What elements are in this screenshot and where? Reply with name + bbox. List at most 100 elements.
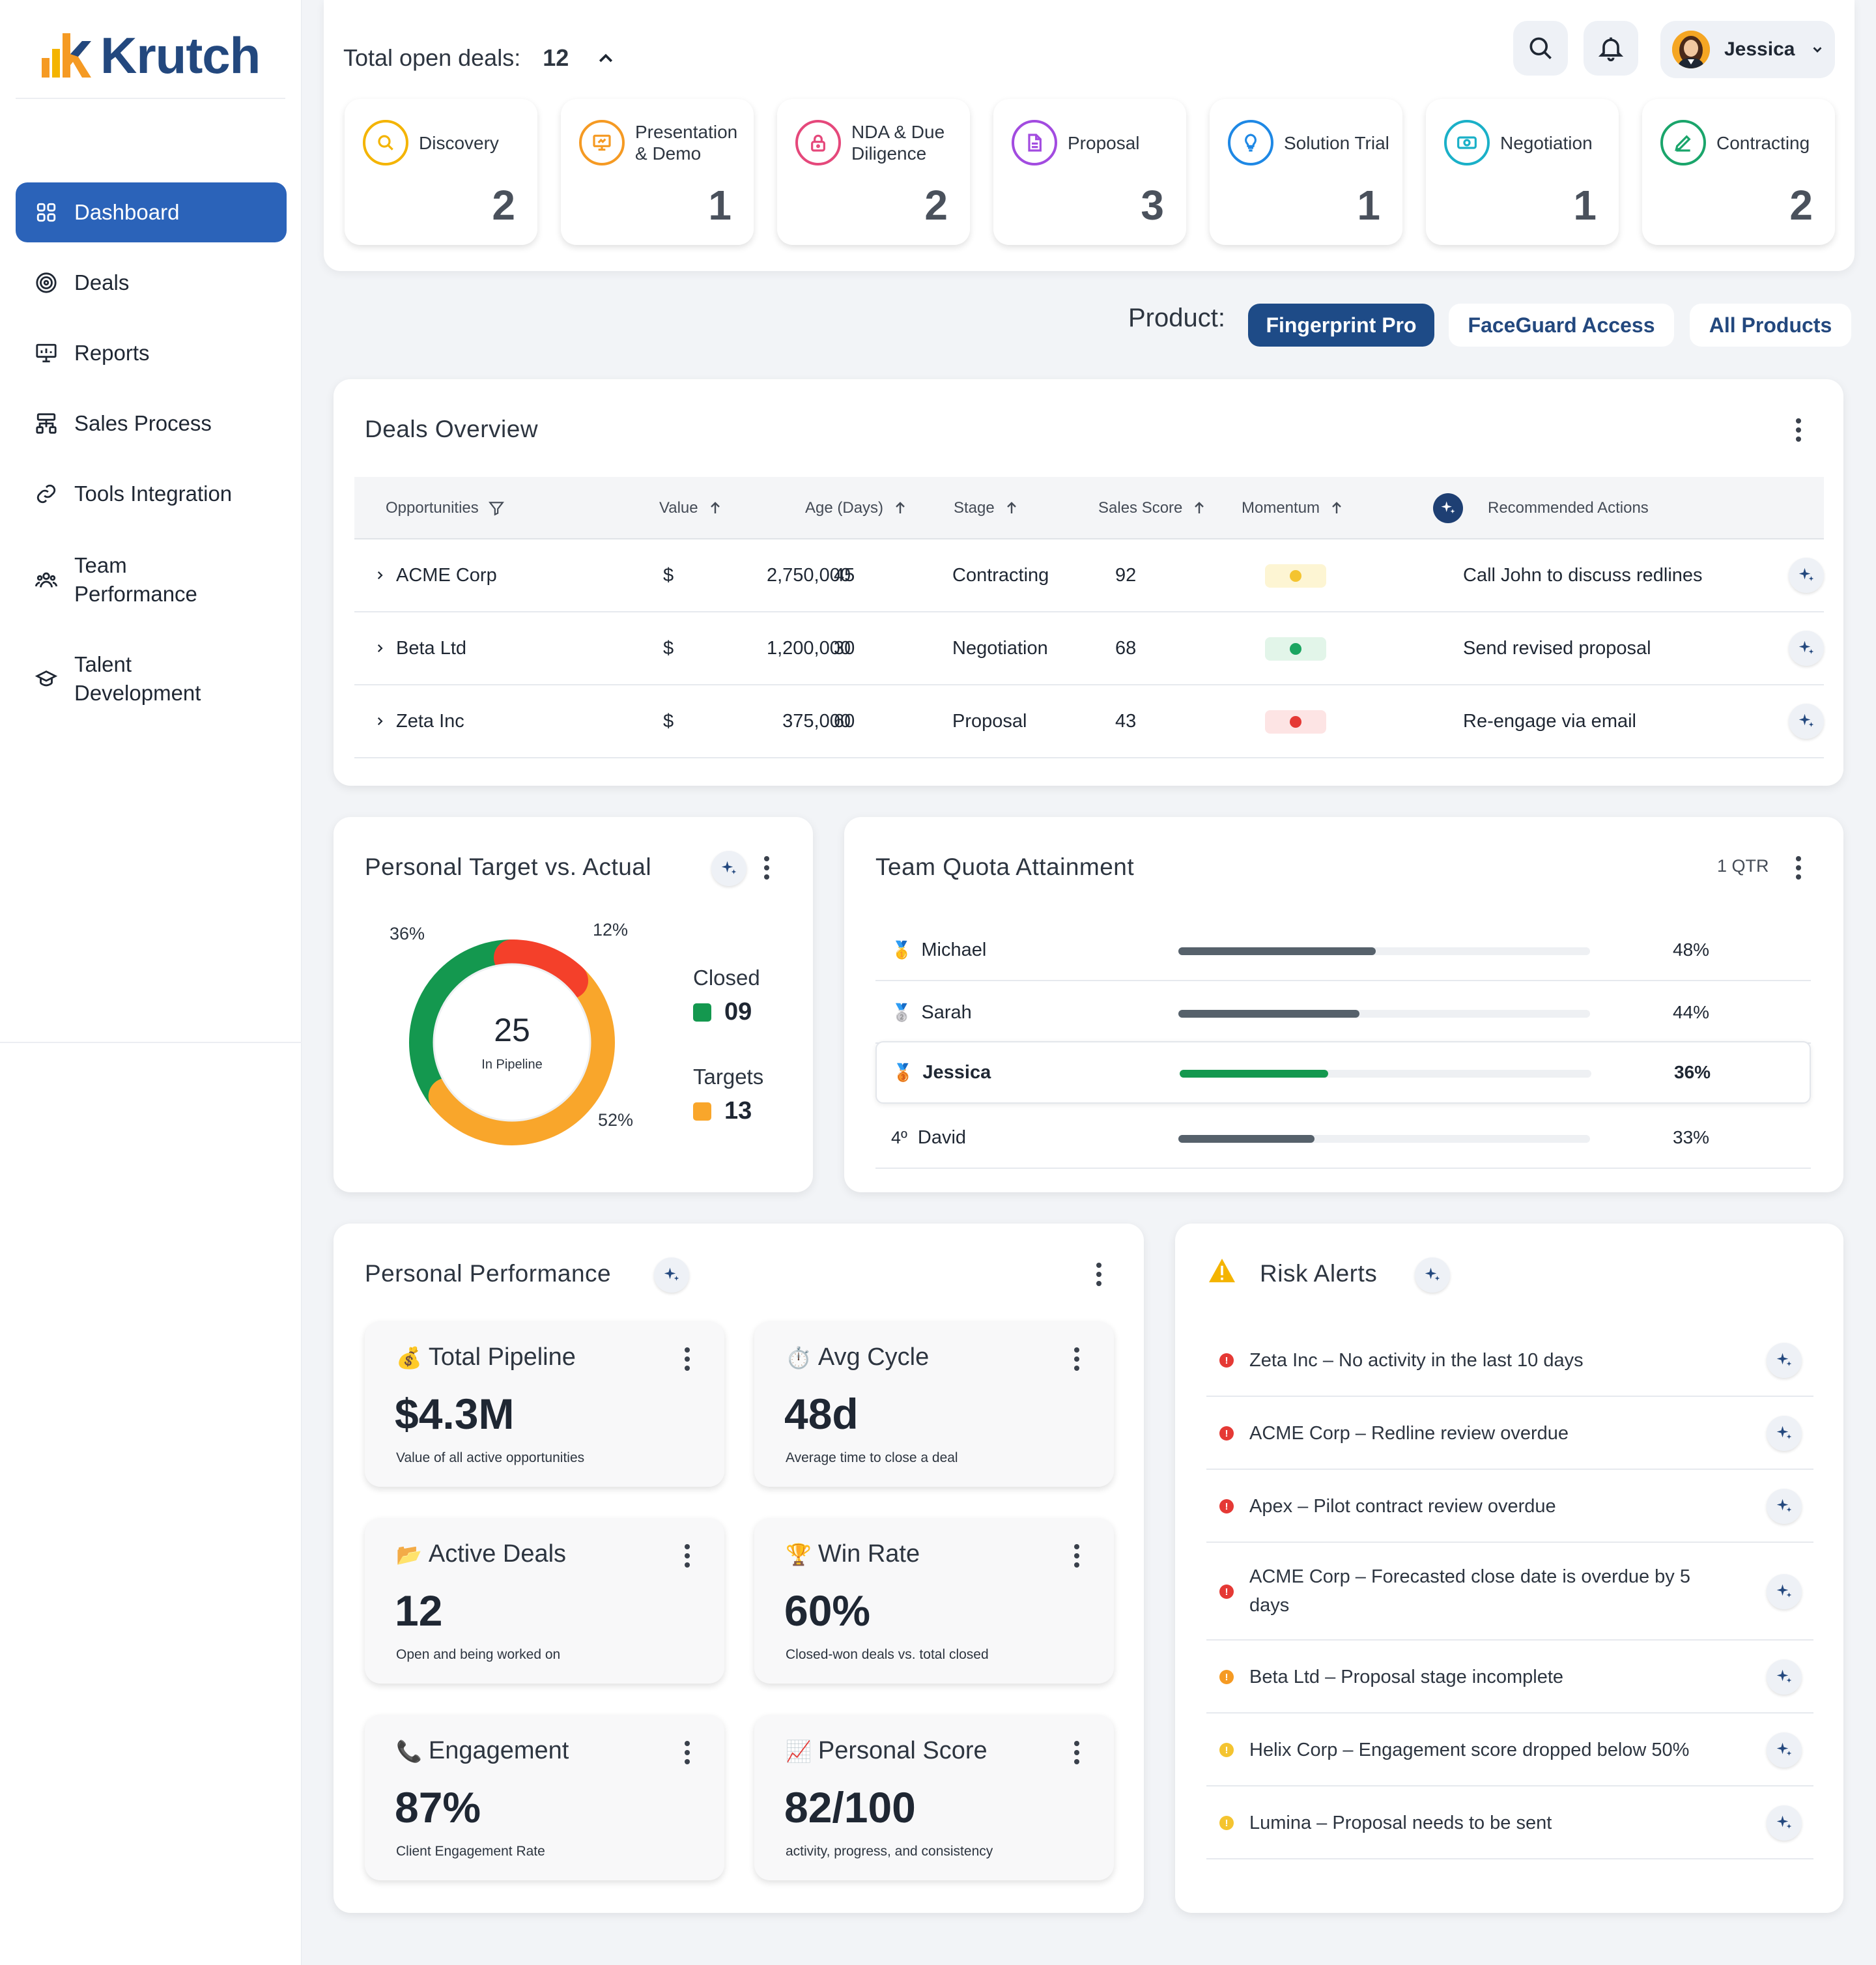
more-options-icon[interactable] — [684, 1741, 690, 1768]
sort-arrow-up-icon[interactable] — [1329, 500, 1344, 516]
risk-alert-item[interactable]: ! ACME Corp – Redline review overdue — [1206, 1397, 1813, 1470]
more-options-icon[interactable] — [1795, 856, 1802, 883]
sidebar-item-tools-integration[interactable]: Tools Integration — [16, 464, 287, 524]
ai-sparkle-icon — [1425, 1267, 1440, 1281]
table-row[interactable]: ACME Corp $ 2,750,000 45 Contracting 92 … — [354, 539, 1824, 612]
ai-sparkle-icon — [1433, 493, 1463, 523]
column-sales-score[interactable]: Sales Score — [1098, 477, 1207, 539]
more-options-icon[interactable] — [1795, 418, 1802, 446]
user-menu[interactable]: Jessica — [1660, 21, 1835, 78]
stage-card-proposal[interactable]: Proposal 3 — [993, 99, 1186, 245]
more-options-icon[interactable] — [684, 1347, 690, 1375]
product-all-products-button[interactable]: All Products — [1690, 304, 1851, 347]
kpi-total-pipeline[interactable]: 💰 Total Pipeline $4.3M Value of all activ… — [365, 1321, 724, 1487]
more-options-icon[interactable] — [1073, 1741, 1080, 1768]
kpi-avg-cycle[interactable]: ⏱️ Avg Cycle 48d Average time to close a … — [754, 1321, 1114, 1487]
sidebar-item-sales-process[interactable]: Sales Process — [16, 394, 287, 453]
opportunity-name[interactable]: ACME Corp — [396, 564, 497, 586]
product-fingerprint-pro-button[interactable]: Fingerprint Pro — [1248, 304, 1434, 347]
quota-row-jessica[interactable]: 🥉 Jessica 36% — [875, 1041, 1811, 1104]
more-options-icon[interactable] — [1073, 1544, 1080, 1571]
risk-alert-item[interactable]: ! ACME Corp – Forecasted close date is o… — [1206, 1543, 1813, 1641]
ai-sparkle-button[interactable] — [1767, 1805, 1802, 1841]
ai-sparkle-button[interactable] — [1789, 631, 1824, 666]
ai-sparkle-button[interactable] — [1789, 704, 1824, 739]
donut-slice[interactable] — [409, 939, 615, 1145]
stage-card-presentation-demo[interactable]: Presentation & Demo 1 — [561, 99, 754, 245]
risk-alert-item[interactable]: ! Lumina – Proposal needs to be sent — [1206, 1786, 1813, 1859]
deal-stage: Contracting — [952, 564, 1049, 586]
opportunity-name[interactable]: Beta Ltd — [396, 637, 467, 659]
targets-label: Targets — [693, 1065, 764, 1089]
column-opportunities[interactable]: Opportunities — [386, 477, 505, 539]
more-options-icon[interactable] — [763, 856, 770, 883]
column-recommended-actions[interactable]: Recommended Actions — [1433, 477, 1649, 539]
deal-value: 2,750,000 — [766, 564, 851, 586]
kpi-win-rate[interactable]: 🏆 Win Rate 60% Closed-won deals vs. total… — [754, 1518, 1114, 1684]
expand-row-icon[interactable] — [374, 539, 386, 611]
chevron-up-icon[interactable] — [596, 48, 616, 68]
ai-sparkle-button[interactable] — [1415, 1257, 1450, 1293]
risk-alert-item[interactable]: ! Helix Corp – Engagement score dropped … — [1206, 1714, 1813, 1786]
sidebar-item-dashboard[interactable]: Dashboard — [16, 182, 287, 242]
sort-arrow-up-icon[interactable] — [707, 500, 723, 516]
ai-sparkle-button[interactable] — [1767, 1343, 1802, 1378]
filter-icon[interactable] — [488, 500, 505, 517]
sidebar-item-talent-development[interactable]: Talent Development — [16, 640, 287, 718]
quota-row-david[interactable]: 4º David 33% — [875, 1106, 1811, 1169]
stage-card-solution-trial[interactable]: Solution Trial 1 — [1210, 99, 1402, 245]
table-row[interactable]: Zeta Inc $ 375,000 60 Proposal 43 Re-eng… — [354, 685, 1824, 758]
bell-icon — [1598, 37, 1624, 62]
ai-sparkle-button[interactable] — [1767, 1732, 1802, 1768]
quota-period[interactable]: 1 QTR — [1717, 856, 1769, 876]
risk-alert-item[interactable]: ! Apex – Pilot contract review overdue — [1206, 1470, 1813, 1543]
opportunity-name[interactable]: Zeta Inc — [396, 710, 464, 732]
sidebar-item-deals[interactable]: Deals — [16, 253, 287, 313]
ai-sparkle-button[interactable] — [1767, 1489, 1802, 1524]
stage-card-negotiation[interactable]: Negotiation 1 — [1426, 99, 1619, 245]
notifications-button[interactable] — [1584, 21, 1638, 76]
quota-progress-fill — [1178, 947, 1376, 955]
stage-card-contracting[interactable]: Contracting 2 — [1642, 99, 1835, 245]
expand-row-icon[interactable] — [374, 612, 386, 684]
column-momentum[interactable]: Momentum — [1242, 477, 1344, 539]
brand-logo[interactable]: Krutch — [39, 26, 261, 85]
expand-row-icon[interactable] — [374, 685, 386, 757]
sort-arrow-up-icon[interactable] — [892, 500, 908, 516]
ai-sparkle-button[interactable] — [1767, 1574, 1802, 1609]
donut-slice[interactable] — [409, 939, 615, 1145]
sort-arrow-up-icon[interactable] — [1191, 500, 1207, 516]
quota-row-sarah[interactable]: 🥈 Sarah 44% — [875, 981, 1811, 1044]
sidebar-item-team-performance[interactable]: Team Performance — [16, 541, 287, 619]
stage-card-nda-due-diligence[interactable]: NDA & Due Diligence 2 — [777, 99, 970, 245]
kpi-active-deals[interactable]: 📂 Active Deals 12 Open and being worked o… — [365, 1518, 724, 1684]
deal-age: 45 — [834, 564, 855, 586]
ai-sparkle-button[interactable] — [1789, 558, 1824, 593]
kpi-engagement[interactable]: 📞 Engagement 87% Client Engagement Rate — [365, 1715, 724, 1880]
stopwatch-icon: ⏱️ — [786, 1345, 812, 1370]
ai-sparkle-button[interactable] — [1767, 1659, 1802, 1695]
ai-sparkle-button[interactable] — [1767, 1416, 1802, 1451]
search-button[interactable] — [1513, 21, 1568, 76]
more-options-icon[interactable] — [1096, 1263, 1102, 1290]
personal-target-title: Personal Target vs. Actual — [365, 853, 652, 880]
kpi-title: Avg Cycle — [817, 1343, 930, 1371]
more-options-icon[interactable] — [684, 1544, 690, 1571]
team-quota-card: Team Quota Attainment 1 QTR 🥇 Michael 48%… — [844, 817, 1843, 1192]
sort-arrow-up-icon[interactable] — [1004, 500, 1019, 516]
column-age-days[interactable]: Age (Days) — [805, 477, 908, 539]
ai-sparkle-button[interactable] — [711, 851, 746, 886]
stage-card-discovery[interactable]: Discovery 2 — [345, 99, 537, 245]
kpi-personal-score[interactable]: 📈 Personal Score 82/100 activity, progres… — [754, 1715, 1114, 1880]
column-value[interactable]: Value — [659, 477, 723, 539]
sidebar-item-reports[interactable]: Reports — [16, 323, 287, 383]
quota-row-michael[interactable]: 🥇 Michael 48% — [875, 919, 1811, 981]
more-options-icon[interactable] — [1073, 1347, 1080, 1375]
product-faceguard-access-button[interactable]: FaceGuard Access — [1449, 304, 1674, 347]
risk-alert-item[interactable]: ! Beta Ltd – Proposal stage incomplete — [1206, 1641, 1813, 1714]
closed-swatch — [693, 1003, 711, 1022]
column-stage[interactable]: Stage — [954, 477, 1019, 539]
table-row[interactable]: Beta Ltd $ 1,200,000 30 Negotiation 68 S… — [354, 612, 1824, 685]
ai-sparkle-button[interactable] — [654, 1257, 689, 1293]
risk-alert-item[interactable]: ! Zeta Inc – No activity in the last 10 … — [1206, 1324, 1813, 1397]
